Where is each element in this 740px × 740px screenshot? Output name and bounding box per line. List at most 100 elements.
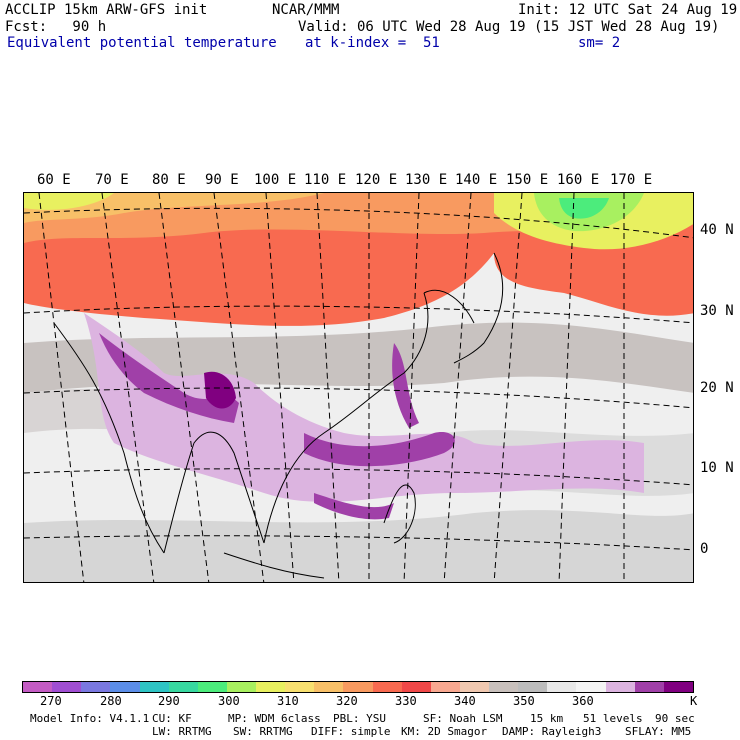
- colorbar-swatch: [314, 682, 344, 692]
- colorbar-swatch: [401, 682, 431, 692]
- colorbar-label: 280: [100, 694, 122, 708]
- meridian: [403, 193, 420, 582]
- lon-label: 100 E: [254, 172, 297, 188]
- coastline-bay: [163, 431, 265, 554]
- lon-label: 140 E: [455, 172, 498, 188]
- colorbar-swatch: [605, 682, 635, 692]
- graticule: [24, 193, 693, 582]
- field-purple-dark: [204, 371, 236, 409]
- meridian: [558, 193, 575, 582]
- lat-label: 20 N: [700, 380, 734, 396]
- footer-pbl: PBL: YSU: [333, 712, 386, 725]
- lat-label: 0: [700, 541, 709, 557]
- colorbar-swatch: [518, 682, 548, 692]
- meridian: [265, 193, 295, 582]
- meridian: [213, 193, 265, 582]
- field-gray-band: [24, 322, 693, 393]
- field-purple-light: [84, 313, 644, 502]
- meridian: [38, 193, 85, 582]
- footer-resolution: 15 km: [530, 712, 564, 725]
- colorbar-swatch: [663, 682, 693, 692]
- field-yellow: [24, 193, 114, 210]
- colorbar-swatch: [168, 682, 198, 692]
- colorbar-unit: K: [690, 694, 698, 708]
- colorbar-swatch: [372, 682, 402, 692]
- field-gray-south: [24, 510, 693, 582]
- meridian: [493, 193, 523, 582]
- lon-label: 80 E: [152, 172, 186, 188]
- lon-label: 120 E: [355, 172, 398, 188]
- title-model: ACCLIP 15km ARW-GFS init: [5, 2, 208, 18]
- field-purple-mid: [99, 333, 239, 423]
- colorbar-label: 340: [454, 694, 476, 708]
- smoothing: sm= 2: [578, 35, 621, 51]
- colorbar-label: 350: [513, 694, 535, 708]
- footer-diff: DIFF: simple: [311, 725, 391, 738]
- coastline-india: [53, 322, 165, 554]
- footer-cu: CU: KF: [152, 712, 192, 725]
- colorbar-swatch: [547, 682, 577, 692]
- level-index: at k-index = 51: [305, 35, 440, 51]
- colorbar-swatch: [489, 682, 519, 692]
- field-purple-mid: [304, 432, 455, 467]
- colorbar-label: 320: [336, 694, 358, 708]
- colorbar-label: 300: [218, 694, 240, 708]
- colorbar-swatch: [197, 682, 227, 692]
- lon-label: 160 E: [557, 172, 600, 188]
- colorbar: [22, 681, 694, 693]
- colorbar-swatch: [430, 682, 460, 692]
- colorbar-swatch: [52, 682, 82, 692]
- colorbar-swatch: [110, 682, 140, 692]
- meridian: [158, 193, 210, 582]
- colorbar-label: 360: [572, 694, 594, 708]
- colorbar-swatch: [226, 682, 256, 692]
- lon-label: 150 E: [506, 172, 549, 188]
- meridian: [316, 193, 340, 582]
- field-green-core: [559, 198, 609, 219]
- coastline-japan: [453, 252, 504, 364]
- field-purple-south: [314, 493, 394, 520]
- lat-label: 30 N: [700, 303, 734, 319]
- lon-label: 110 E: [304, 172, 347, 188]
- map-canvas: [24, 193, 693, 582]
- footer-timestep: 90 sec: [655, 712, 695, 725]
- lon-label: 130 E: [405, 172, 448, 188]
- footer-km: KM: 2D Smagor: [401, 725, 488, 738]
- field-name: Equivalent potential temperature: [7, 35, 277, 51]
- colorbar-swatch: [459, 682, 489, 692]
- theta-e-map: [23, 192, 694, 583]
- coastline-borneo: [223, 552, 325, 579]
- colorbar-swatch: [576, 682, 606, 692]
- footer-lw: LW: RRTMG: [152, 725, 212, 738]
- forecast-hour: Fcst: 90 h: [5, 19, 107, 35]
- field-purple-band: [392, 343, 419, 428]
- footer-mp: MP: WDM 6class: [228, 712, 321, 725]
- colorbar-swatch: [23, 682, 53, 692]
- colorbar-label: 310: [277, 694, 299, 708]
- coastlines: [53, 252, 504, 579]
- footer-sf: SF: Noah LSM: [423, 712, 503, 725]
- colorbar-label: 330: [395, 694, 417, 708]
- colorbar-label: 270: [40, 694, 62, 708]
- footer-sflay: SFLAY: MM5: [625, 725, 692, 738]
- lat-label: 40 N: [700, 222, 734, 238]
- meridian: [101, 193, 155, 582]
- valid-time: Valid: 06 UTC Wed 28 Aug 19 (15 JST Wed …: [298, 19, 720, 35]
- footer-damp: DAMP: Rayleigh3: [502, 725, 602, 738]
- colorbar-swatch: [285, 682, 315, 692]
- colorbar-swatch: [81, 682, 111, 692]
- coastline-china: [263, 292, 429, 544]
- title-org: NCAR/MMM: [272, 2, 340, 18]
- colorbar-label: 290: [158, 694, 180, 708]
- meridian: [443, 193, 472, 582]
- footer-levels: 51 levels: [583, 712, 643, 725]
- lon-label: 60 E: [37, 172, 71, 188]
- colorbar-swatch: [256, 682, 286, 692]
- lon-label: 90 E: [205, 172, 239, 188]
- coastline-korea: [423, 289, 475, 324]
- colorbar-swatch: [139, 682, 169, 692]
- colorbar-swatch: [343, 682, 373, 692]
- footer-sw: SW: RRTMG: [233, 725, 293, 738]
- footer-model-info: Model Info: V4.1.1: [30, 712, 150, 725]
- lon-label: 70 E: [95, 172, 129, 188]
